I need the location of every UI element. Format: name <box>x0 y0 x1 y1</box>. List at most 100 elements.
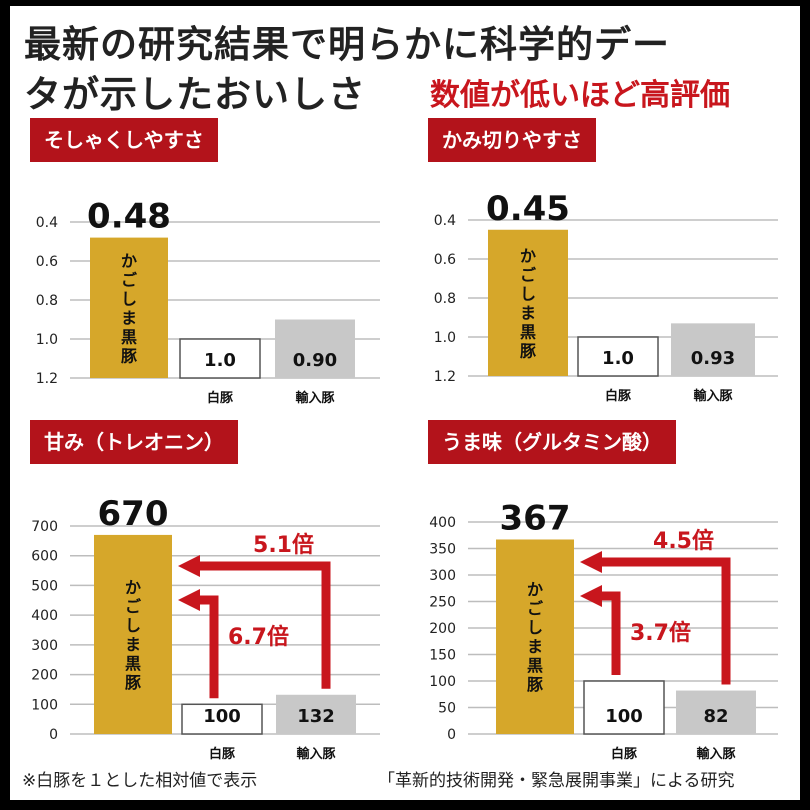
subtitle: 数値が低いほど高評価 <box>430 78 730 113</box>
y-tick-label: 0.6 <box>36 254 58 270</box>
y-tick-label: 100 <box>31 697 58 713</box>
x-category-label: 輸入豚 <box>295 390 335 406</box>
value-label-white-pig: 100 <box>605 706 643 727</box>
bar-category-char: か <box>121 251 137 270</box>
bar-category-char: ま <box>527 637 543 656</box>
y-tick-label: 1.2 <box>434 369 456 385</box>
y-tick-label: 400 <box>429 515 456 531</box>
y-tick-label: 0.6 <box>434 252 456 268</box>
bar-category-char: し <box>125 616 141 635</box>
y-tick-label: 0.4 <box>434 213 456 229</box>
x-category-label: 輸入豚 <box>296 746 336 762</box>
y-tick-label: 200 <box>429 621 456 637</box>
y-tick-label: 50 <box>438 701 456 717</box>
bar-category-char: し <box>121 289 137 308</box>
bar-category-char: 黒 <box>121 327 137 346</box>
value-label-imported-pig: 82 <box>703 706 728 727</box>
value-label-kagoshima: 670 <box>98 494 169 534</box>
bar-category-char: 豚 <box>121 346 137 365</box>
ratio-arrowhead-imported <box>178 555 200 577</box>
bar-category-char: か <box>520 246 536 265</box>
bar-kagoshima-kurobuta <box>496 539 574 734</box>
x-category-label: 白豚 <box>611 746 638 762</box>
value-label-white-pig: 1.0 <box>204 350 236 371</box>
ratio-label-white: 6.7倍 <box>228 624 289 650</box>
value-label-imported-pig: 0.93 <box>691 348 735 369</box>
y-tick-label: 300 <box>31 638 58 654</box>
bar-white-pig <box>577 336 659 377</box>
chart-tag-chewability: そしゃくしやすさ <box>30 118 218 162</box>
y-tick-label: 300 <box>429 568 456 584</box>
bar-white-pig <box>179 338 261 379</box>
ratio-arrow-imported <box>196 561 331 689</box>
bar-category-char: ご <box>527 599 543 618</box>
bar-category-char: 豚 <box>527 675 543 694</box>
bar-imported-pig <box>676 690 756 734</box>
y-tick-label: 0.8 <box>36 293 58 309</box>
y-tick-label: 1.0 <box>36 332 58 348</box>
y-tick-label: 600 <box>31 549 58 565</box>
bar-category-char: し <box>520 284 536 303</box>
value-label-kagoshima: 0.45 <box>486 189 570 229</box>
bar-category-char: ま <box>121 308 137 327</box>
bar-category-char: 豚 <box>520 341 536 360</box>
y-tick-label: 0.8 <box>434 291 456 307</box>
bar-category-char: ま <box>520 303 536 322</box>
x-category-label: 輸入豚 <box>696 746 736 762</box>
bar-imported-pig <box>671 323 755 376</box>
y-tick-label: 400 <box>31 608 58 624</box>
value-label-imported-pig: 0.90 <box>293 350 337 371</box>
value-label-imported-pig: 132 <box>297 706 335 727</box>
x-category-label: 白豚 <box>207 390 234 406</box>
ratio-arrowhead-imported <box>580 551 602 573</box>
title-line-1: 最新の研究結果で明らかに科学的デー <box>24 23 670 66</box>
ratio-arrow-white <box>598 591 621 675</box>
y-tick-label: 500 <box>31 578 58 594</box>
ratio-arrowhead-white <box>178 589 200 611</box>
bar-white-pig <box>583 680 665 735</box>
y-tick-label: 150 <box>429 648 456 664</box>
ratio-arrow-imported <box>598 557 731 685</box>
bar-category-char: し <box>527 618 543 637</box>
bar-category-char: ま <box>125 635 141 654</box>
y-tick-label: 200 <box>31 668 58 684</box>
bar-category-char: か <box>125 578 141 597</box>
chart-tag-bite-ease: かみ切りやすさ <box>428 118 596 162</box>
y-tick-label: 250 <box>429 595 456 611</box>
bar-category-char: か <box>527 580 543 599</box>
chart-tag-sweetness: 甘み（トレオニン） <box>30 420 238 464</box>
y-tick-label: 0.4 <box>36 215 58 231</box>
bar-imported-pig <box>276 694 356 734</box>
value-label-white-pig: 1.0 <box>602 348 634 369</box>
y-tick-label: 1.2 <box>36 371 58 387</box>
bar-category-char: 黒 <box>520 322 536 341</box>
ratio-arrowhead-white <box>580 585 602 607</box>
value-label-white-pig: 100 <box>203 706 241 727</box>
y-tick-label: 700 <box>31 519 58 535</box>
value-label-kagoshima: 367 <box>500 498 571 538</box>
ratio-arrow-white <box>196 595 219 699</box>
x-category-label: 白豚 <box>209 746 236 762</box>
y-tick-label: 0 <box>447 727 456 743</box>
y-tick-label: 100 <box>429 674 456 690</box>
bar-category-char: 黒 <box>527 656 543 675</box>
bar-kagoshima-kurobuta <box>488 229 568 376</box>
x-category-label: 白豚 <box>605 388 632 404</box>
footnote-relative: ※白豚を１とした相対値で表示 <box>22 771 258 791</box>
footnote-source: 「革新的技術開発・緊急展開事業」による研究 <box>378 771 735 791</box>
bar-category-char: ご <box>520 265 536 284</box>
bar-category-char: 豚 <box>125 673 141 692</box>
bar-kagoshima-kurobuta <box>90 237 168 378</box>
bar-imported-pig <box>275 319 355 378</box>
y-tick-label: 1.0 <box>434 330 456 346</box>
title-line-2: タが示したおいしさ <box>24 73 366 116</box>
x-category-label: 輸入豚 <box>693 388 733 404</box>
chart-tag-umami: うま味（グルタミン酸） <box>428 420 676 464</box>
bar-category-char: ご <box>121 270 137 289</box>
ratio-label-imported: 5.1倍 <box>253 532 314 558</box>
y-tick-label: 350 <box>429 542 456 558</box>
